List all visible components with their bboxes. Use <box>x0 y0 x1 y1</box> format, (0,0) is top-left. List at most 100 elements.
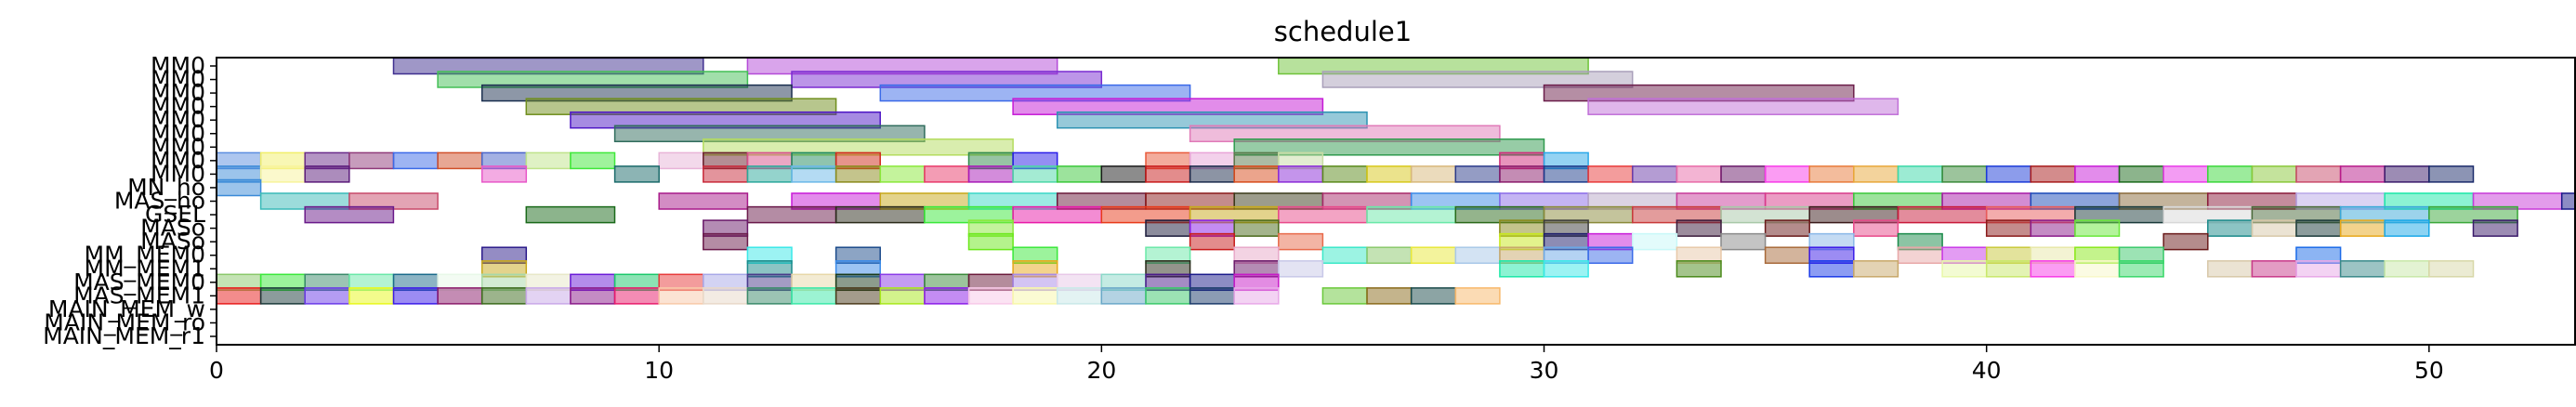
task-bar <box>1189 287 1235 305</box>
y-tick-label: MAS_ho <box>114 188 205 215</box>
task-bar <box>1410 287 1457 305</box>
task-bar <box>2074 260 2121 278</box>
task-bar <box>879 165 926 183</box>
task-bar <box>746 205 837 224</box>
task-bar <box>2030 165 2076 183</box>
task-bar <box>2384 219 2430 237</box>
y-tick-label: MN_ho <box>127 174 205 201</box>
task-bar <box>1321 165 1368 183</box>
bars-layer <box>216 57 2576 305</box>
task-bar <box>2207 219 2254 237</box>
task-bar <box>348 287 395 305</box>
task-bar <box>1720 232 1767 251</box>
y-tick-label: MM0 <box>151 133 205 160</box>
task-bar <box>216 178 262 197</box>
task-bar <box>216 287 262 305</box>
y-tick-label: MAIN_MEM_ro <box>44 309 205 335</box>
task-bar <box>1012 165 1058 183</box>
y-tick-label: MAIN_MEM_w <box>48 295 205 322</box>
task-bar <box>658 151 704 170</box>
task-bar <box>1632 165 1678 183</box>
task-bar <box>1233 165 1280 183</box>
task-bar <box>1808 260 1855 278</box>
task-bar <box>703 232 749 251</box>
task-bar <box>1410 165 1457 183</box>
task-bar <box>1233 138 1545 156</box>
task-bar <box>525 287 572 305</box>
task-bar <box>2339 165 2385 183</box>
task-bar <box>1145 287 1191 305</box>
task-bar <box>2560 192 2576 210</box>
y-tick-label: MAS_MEM1 <box>73 282 205 309</box>
task-bar <box>2030 260 2076 278</box>
task-bar <box>1145 165 1191 183</box>
x-tick-label: 40 <box>1972 357 2002 384</box>
task-bar <box>1410 246 1457 264</box>
task-bar <box>967 165 1014 183</box>
task-bar <box>2384 260 2430 278</box>
y-tick-label: MM0 <box>151 52 205 79</box>
task-bar <box>1012 205 1103 224</box>
task-bar <box>2162 232 2209 251</box>
task-bar <box>658 287 704 305</box>
task-bar <box>1764 219 1810 237</box>
task-bar <box>703 165 749 183</box>
task-bar <box>1720 165 1767 183</box>
task-bar <box>2162 165 2209 183</box>
task-bar <box>1233 287 1280 305</box>
task-bar <box>1189 165 1235 183</box>
task-bar <box>924 287 970 305</box>
y-tick-label: MM0 <box>151 106 205 133</box>
task-bar <box>304 165 350 183</box>
task-bar <box>1897 165 1943 183</box>
task-bar <box>2295 260 2342 278</box>
task-bar <box>525 205 616 224</box>
task-bar <box>835 287 881 305</box>
task-bar <box>1941 260 1988 278</box>
task-bar <box>2295 219 2342 237</box>
task-bar <box>967 287 1014 305</box>
task-bar <box>658 192 749 210</box>
task-bar <box>1676 260 1722 278</box>
x-tick-label: 20 <box>1086 357 1116 384</box>
y-tick-label: MASo <box>140 228 205 255</box>
task-bar <box>924 165 970 183</box>
y-tick-label: MASo <box>140 215 205 242</box>
task-bar <box>480 287 528 305</box>
y-tick-label: MM0 <box>151 93 205 120</box>
task-bar <box>1853 260 1899 278</box>
task-bar <box>835 205 926 224</box>
task-bar <box>2207 165 2254 183</box>
task-bar <box>392 151 439 170</box>
task-bar <box>1145 219 1191 237</box>
task-bar <box>791 287 837 305</box>
task-bar <box>879 287 926 305</box>
task-bar <box>2207 260 2254 278</box>
task-bar <box>1897 246 1943 264</box>
task-bar <box>304 287 350 305</box>
task-bar <box>1366 287 1413 305</box>
task-bar <box>1632 232 1678 251</box>
task-bar <box>1897 205 1988 224</box>
task-bar <box>1676 219 1722 237</box>
task-bar <box>2339 219 2385 237</box>
task-bar <box>2074 165 2121 183</box>
task-bar <box>1321 246 1368 264</box>
y-tick-label: MM0 <box>151 66 205 93</box>
task-bar <box>2118 260 2164 278</box>
y-tick-label: MM_MEM1 <box>85 255 205 282</box>
task-bar <box>613 287 660 305</box>
task-bar <box>613 165 660 183</box>
task-bar <box>259 287 306 305</box>
task-bar <box>392 287 439 305</box>
task-bar <box>1941 165 1988 183</box>
y-tick-label: MM0 <box>151 79 205 106</box>
task-bar <box>1278 205 1368 224</box>
task-bar <box>304 205 395 224</box>
task-bar <box>746 165 793 183</box>
task-bar <box>1100 287 1147 305</box>
task-bar <box>2384 165 2430 183</box>
task-bar <box>2428 165 2475 183</box>
